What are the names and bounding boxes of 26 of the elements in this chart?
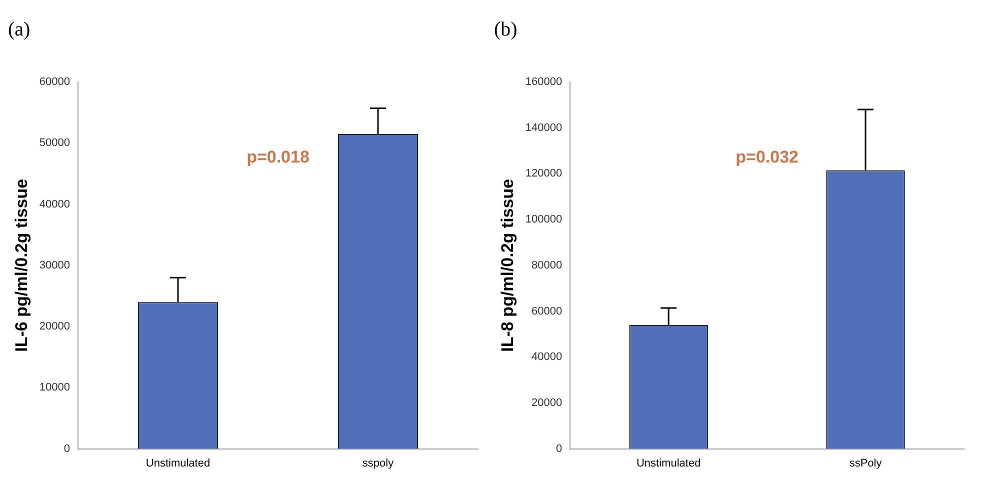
y-tick-label: 30000 (39, 259, 70, 272)
annotation: p=0.018 (246, 148, 310, 167)
y-tick-label: 120000 (525, 168, 562, 180)
x-tick-label: Unstimulated (146, 457, 210, 470)
y-tick-label: 0 (64, 442, 70, 455)
y-tick-label: 140000 (525, 122, 562, 134)
y-tick-label: 60000 (39, 76, 70, 88)
y-tick-label: 20000 (532, 396, 562, 409)
y-tick-label: 50000 (39, 137, 70, 150)
y-tick-label: 0 (556, 442, 562, 455)
y-tick-label: 10000 (39, 382, 70, 394)
y-axis-title: IL-8 pg/ml/0.2g tissue (498, 178, 517, 352)
y-tick-label: 40000 (39, 198, 70, 210)
x-tick-label: ssPoly (849, 457, 882, 470)
y-tick-label: 20000 (39, 320, 70, 333)
y-tick-label: 160000 (525, 76, 562, 88)
y-tick-label: 60000 (532, 305, 562, 318)
chart-title: (b) (494, 18, 518, 40)
y-tick-label: 40000 (532, 351, 562, 364)
annotation: p=0.032 (736, 148, 798, 167)
chart-title: (a) (8, 18, 30, 40)
y-tick-label: 80000 (532, 259, 562, 272)
x-tick-label: sspoly (362, 457, 394, 470)
y-axis-title: IL-6 pg/ml/0.2g tissue (12, 178, 31, 352)
x-tick-label: Unstimulated (636, 457, 701, 470)
y-tick-label: 100000 (525, 214, 562, 226)
